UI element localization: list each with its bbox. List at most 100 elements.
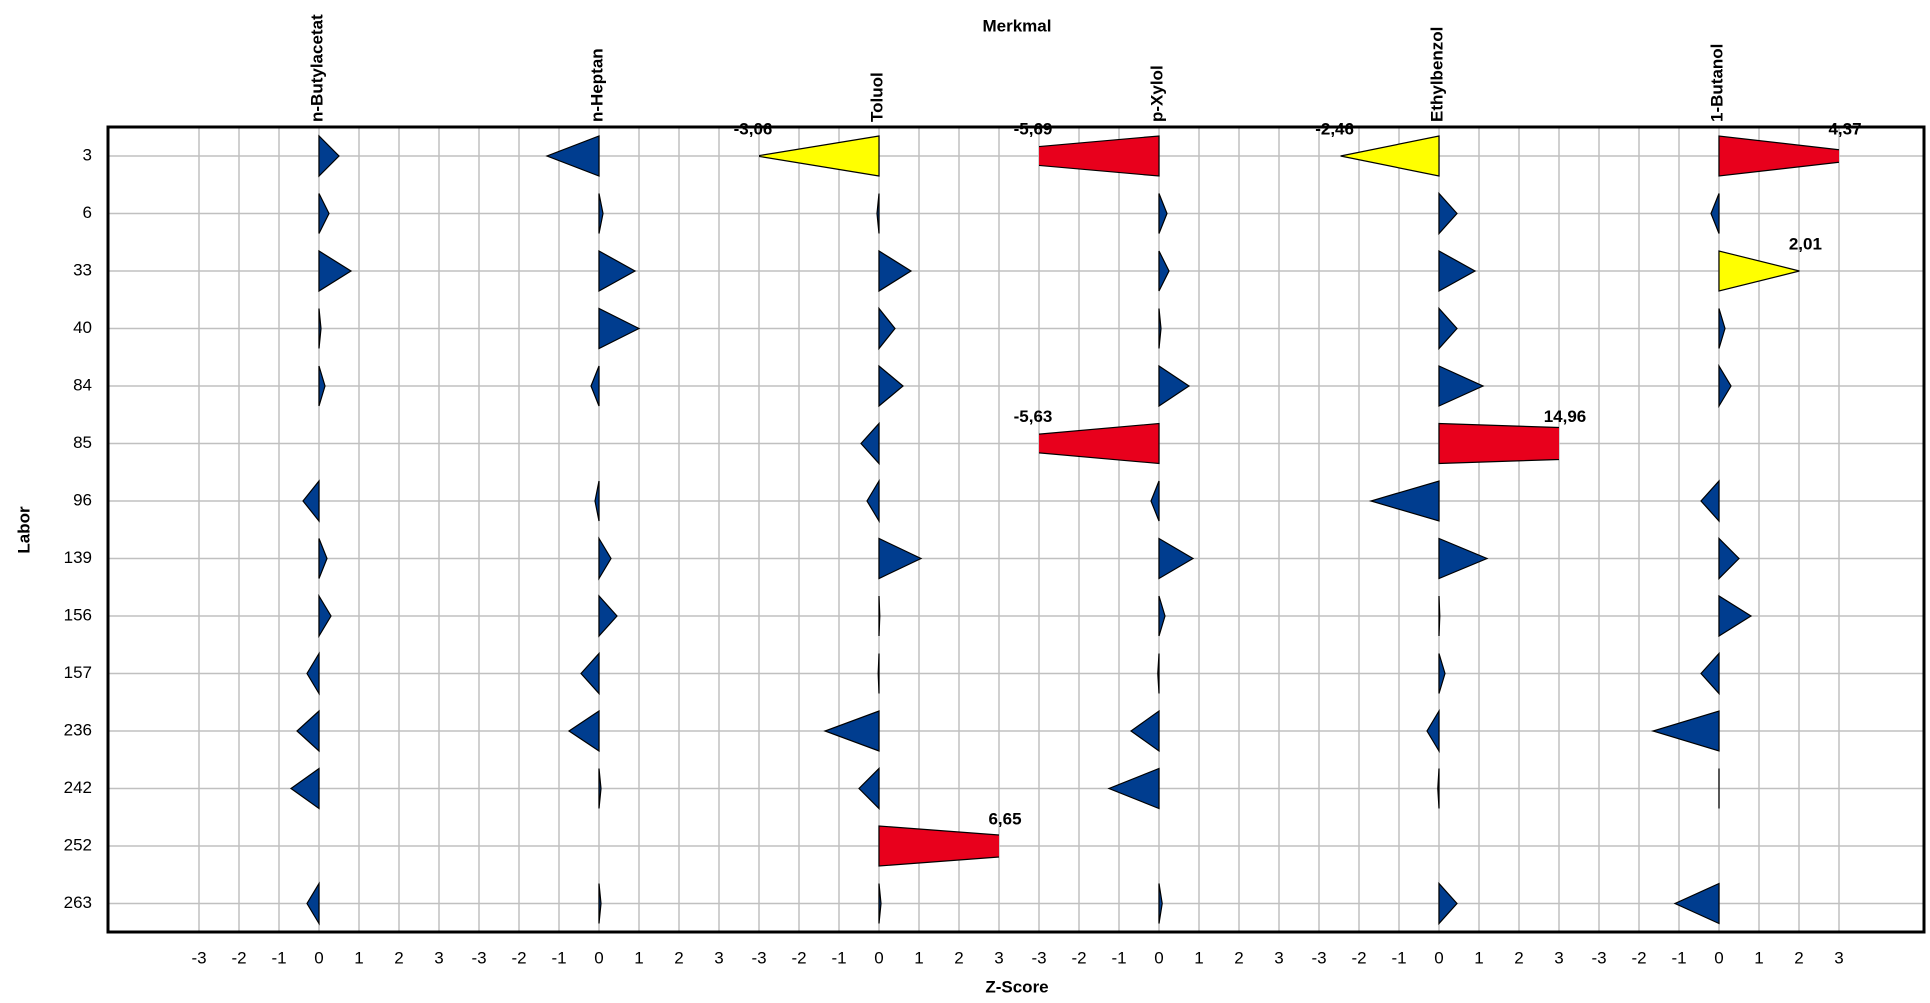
z-score-triangle [1438,881,1458,926]
y-tick-label: 3 [83,145,92,164]
value-label: 14,96 [1544,407,1587,426]
z-score-triangle [594,480,600,522]
x-tick-label: -2 [231,948,246,967]
z-score-triangle [296,709,320,753]
z-score-triangle [1438,249,1477,293]
z-score-triangle [878,537,923,580]
x-tick-label: 2 [954,948,963,967]
x-tick-label: 1 [1194,948,1203,967]
group-label: Merkmal [983,16,1052,35]
x-tick-label: -3 [1311,948,1326,967]
z-score-triangle [1158,193,1168,234]
z-score-triangle [1150,480,1160,522]
y-tick-label: 84 [73,375,92,394]
x-tick-label: 2 [394,948,403,967]
x-tick-label: 0 [1714,948,1723,967]
z-score-triangle [1718,135,1839,177]
z-score-triangle [858,767,880,810]
z-score-triangle [877,653,880,694]
z-score-triangle [598,536,612,581]
panel [1340,135,1559,926]
series-label: p-Xylol [1147,65,1166,122]
z-score-triangle [1158,308,1162,349]
z-score-triangle [590,365,600,407]
z-score-triangle [1718,537,1740,580]
z-score-triangle [1718,363,1732,409]
z-score-triangle [1426,708,1440,754]
x-tick-label: 0 [874,948,883,967]
z-score-triangle [1039,422,1160,465]
x-tick-label: 0 [1154,948,1163,967]
value-label: -5,63 [1014,407,1053,426]
y-tick-label: 242 [64,778,92,797]
z-score-triangle [545,135,600,177]
z-score-triangle [306,881,320,926]
z-score-triangle [1710,193,1720,234]
z-score-triangle [1158,537,1195,580]
z-score-triangle [1438,191,1458,236]
plot-frame [106,125,1926,934]
z-score-triangle [878,364,904,408]
x-tick-label: 0 [1434,948,1443,967]
z-score-triangle [878,825,999,867]
z-score-triangle [1158,364,1191,408]
value-label: 2,01 [1789,234,1822,253]
y-tick-label: 263 [64,893,92,912]
z-score-triangle [1718,594,1753,638]
series-label: Toluol [867,72,886,122]
panel [759,135,999,924]
x-tick-label: -3 [751,948,766,967]
series-label: Ethylbenzol [1427,27,1446,122]
y-tick-label: 85 [73,433,92,452]
x-tick-label: -3 [1591,948,1606,967]
y-tick-label: 157 [64,663,92,682]
z-score-triangle [598,768,602,809]
x-tick-label: 3 [1554,948,1563,967]
y-axis-label: Labor [14,506,33,554]
y-tick-label: 139 [64,548,92,567]
x-tick-label: -2 [1071,948,1086,967]
z-score-triangle [759,135,880,177]
x-tick-label: 3 [1274,948,1283,967]
panel [289,134,353,926]
z-score-triangle [1157,653,1160,694]
y-tick-label: 33 [73,260,92,279]
y-tick-label: 6 [83,203,92,222]
z-score-triangle [878,249,913,293]
x-tick-label: 1 [1754,948,1763,967]
z-score-triangle [1673,882,1720,925]
z-score-triangle [1438,537,1489,580]
z-score-triangle [860,421,880,466]
z-score-triangle [318,249,353,293]
z-score-triangle [318,134,340,178]
z-score-triangle [1438,653,1446,694]
y-tick-label: 96 [73,490,92,509]
x-tick-label: 1 [634,948,643,967]
x-tick-label: 3 [714,948,723,967]
z-score-triangle [878,306,896,351]
x-tick-label: -1 [831,948,846,967]
z-score-triangle [1158,250,1170,292]
x-tick-label: 2 [1514,948,1523,967]
value-label: 6,65 [988,809,1021,828]
y-tick-label: 252 [64,835,92,854]
series-label: n-Butylacetat [307,14,326,122]
x-tick-label: -2 [1351,948,1366,967]
z-score-triangle [1700,479,1720,523]
z-score-triangle [306,651,320,696]
z-score-triangle [1438,306,1458,351]
x-tick-label: 3 [994,948,1003,967]
z-score-triangle [1438,365,1485,407]
z-score-triangle [1340,135,1440,177]
z-score-triangle [1437,768,1440,809]
z-score-triangle [823,710,880,752]
x-tick-label: -1 [1391,948,1406,967]
z-score-triangle [598,883,602,924]
x-tick-label: 0 [314,948,323,967]
x-tick-label: 1 [354,948,363,967]
z-score-triangle [1158,883,1163,924]
x-tick-label: 2 [1234,948,1243,967]
z-score-triangle [876,193,880,234]
panel [1039,135,1195,924]
panel [545,135,641,924]
